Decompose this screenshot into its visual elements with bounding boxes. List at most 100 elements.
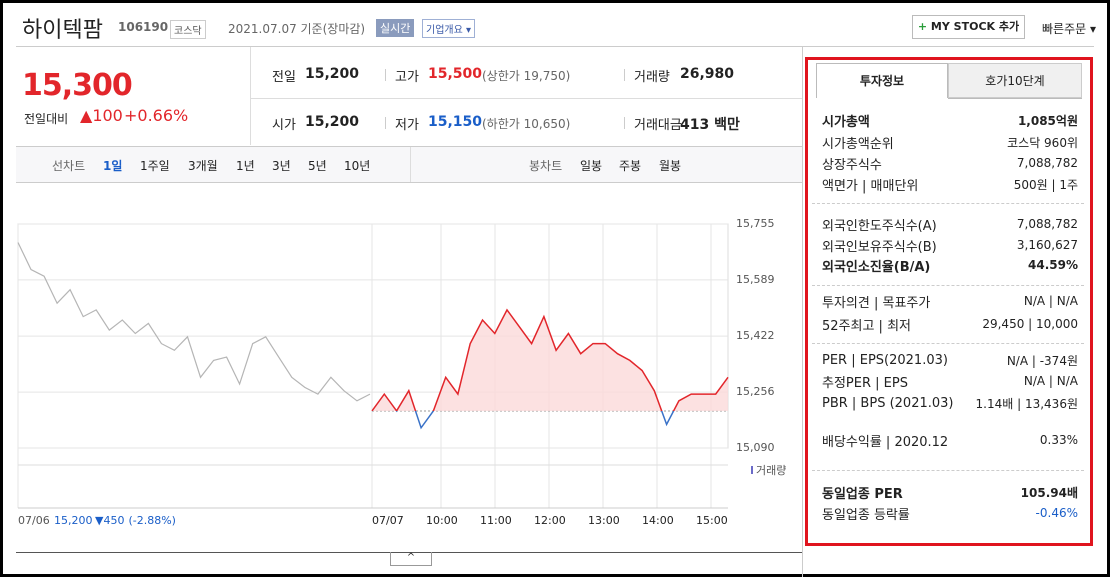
info-value: 0.33%: [1039, 433, 1078, 447]
info-value: 105.94배: [1020, 485, 1078, 500]
y-tick-label: 15,422: [736, 329, 775, 342]
quote-label: 거래대금: [634, 118, 682, 133]
quote-label: 거래량: [634, 70, 670, 85]
info-value: 1.14배 | 13,436원: [975, 396, 1078, 411]
tab-label: 봉차트: [529, 159, 563, 173]
quote-value: 15,200: [305, 114, 360, 130]
divider: [802, 47, 803, 577]
info-value: 500원 | 1주: [1013, 177, 1078, 192]
info-row: 상장주식수 7,088,782: [822, 153, 1078, 173]
period-tab[interactable]: 3년: [272, 159, 291, 173]
my-stock-button[interactable]: + MY STOCK 추가: [912, 15, 1025, 39]
prev-close: 15,200: [54, 514, 93, 527]
bottom-line: [16, 552, 802, 553]
info-row: 액면가 | 매매단위 500원 | 1주: [822, 174, 1078, 194]
x-tick-label: 14:00: [642, 514, 674, 527]
info-label: 시가총액순위: [822, 136, 894, 152]
tab-line: [948, 98, 1082, 99]
company-info[interactable]: 기업개요 ▾: [422, 19, 476, 38]
change: ▲100: [80, 106, 123, 125]
info-value: -0.46%: [1035, 506, 1078, 520]
info-label: 동일업종 등락률: [822, 507, 910, 523]
info-row: 외국인소진율(B/A) 44.59%: [822, 255, 1078, 275]
divider: [251, 98, 802, 99]
info-row: 시가총액순위 코스닥 960위: [822, 132, 1078, 152]
arrow: ▼: [95, 514, 104, 527]
divider: [624, 117, 625, 129]
period-tab[interactable]: 1일: [103, 159, 123, 173]
info-row: 배당수익률 | 2020.12 0.33%: [822, 430, 1078, 450]
divider: [624, 69, 625, 81]
info-value: N/A | -374원: [1006, 353, 1078, 368]
realtime-badge[interactable]: 실시간: [376, 19, 415, 37]
candle-tab[interactable]: 월봉: [659, 159, 682, 173]
volume-label: 거래량: [756, 464, 786, 477]
info-label: 상장주식수: [822, 157, 882, 173]
period-tab[interactable]: 5년: [308, 159, 327, 173]
candle-tab[interactable]: 주봉: [619, 159, 642, 173]
period-tab[interactable]: 1주일: [140, 159, 170, 173]
quick-order-text: 빠른주문: [1042, 22, 1087, 36]
prev-pct: (-2.88%): [128, 514, 176, 527]
price-line: [371, 308, 729, 411]
stock-name: 하이텍팜: [22, 18, 103, 43]
candle-tab[interactable]: 일봉: [580, 159, 603, 173]
x-tick-label: 07/07: [372, 514, 404, 527]
quick-order[interactable]: 빠른주문 ▾: [1042, 22, 1097, 36]
tab-label: 선차트: [52, 159, 86, 173]
info-label: 투자의견 | 목표주가: [822, 295, 931, 311]
my-stock-text: MY STOCK 추가: [930, 20, 1020, 33]
info-value: 7,088,782: [1016, 217, 1078, 231]
change-label: 전일대비: [24, 112, 69, 126]
divider: [385, 117, 386, 129]
info-value: N/A | N/A: [1023, 294, 1078, 308]
header-line: [16, 46, 1094, 47]
quote-value: 15,200: [305, 66, 360, 82]
info-tab[interactable]: 투자정보: [816, 63, 948, 98]
separator: [812, 343, 1084, 344]
prev-change-value: 450: [103, 514, 124, 527]
info-label: 배당수익률 | 2020.12: [822, 434, 949, 450]
info-row: 투자의견 | 목표주가 N/A | N/A: [822, 291, 1078, 311]
quote-value: 15,500: [428, 66, 483, 82]
info-row: 추정PER | EPS N/A | N/A: [822, 371, 1078, 391]
quote-value: 26,980: [680, 66, 735, 82]
info-label: 시가총액: [822, 114, 870, 130]
info-row: 시가총액 1,085억원: [822, 110, 1078, 130]
quote-label: 시가: [272, 118, 296, 133]
info-label: 외국인소진율(B/A): [822, 259, 931, 275]
info-value: 3,160,627: [1016, 238, 1078, 252]
x-tick-label: 07/06: [18, 514, 50, 527]
stock-code: 106190: [118, 20, 169, 34]
price-area: [372, 309, 728, 411]
x-tick-label: 13:00: [588, 514, 620, 527]
info-tab[interactable]: 호가10단계: [948, 63, 1082, 98]
quote-label: 고가: [395, 70, 419, 85]
price-line-below: [372, 410, 675, 430]
period-tab[interactable]: 1년: [236, 159, 255, 173]
info-value: 코스닥 960위: [1007, 135, 1078, 150]
company-info-text: 기업개요: [426, 25, 463, 36]
info-label: PER | EPS(2021.03): [822, 352, 948, 368]
separator: [812, 285, 1084, 286]
y-tick-label: 15,090: [736, 441, 775, 454]
x-tick-label: 12:00: [534, 514, 566, 527]
info-value: 1,085억원: [1017, 113, 1078, 128]
quote-sub: (하한가 10,650): [482, 117, 571, 131]
x-tick-label: 15:00: [696, 514, 728, 527]
info-label: 외국인한도주식수(A): [822, 218, 937, 234]
divider: [410, 147, 411, 182]
period-tab[interactable]: 10년: [344, 159, 371, 173]
y-tick-label: 15,755: [736, 217, 775, 230]
period-tab[interactable]: 3개월: [188, 159, 218, 173]
info-value: 7,088,782: [1016, 156, 1078, 170]
x-tick-label: 11:00: [480, 514, 512, 527]
change-pct: +0.66%: [124, 106, 189, 125]
info-row: 52주최고 | 최저 29,450 | 10,000: [822, 314, 1078, 334]
info-label: 액면가 | 매매단위: [822, 178, 919, 194]
price-line: [17, 242, 371, 402]
quote-sub: (상한가 19,750): [482, 69, 571, 83]
collapse-button[interactable]: ^: [390, 552, 432, 566]
